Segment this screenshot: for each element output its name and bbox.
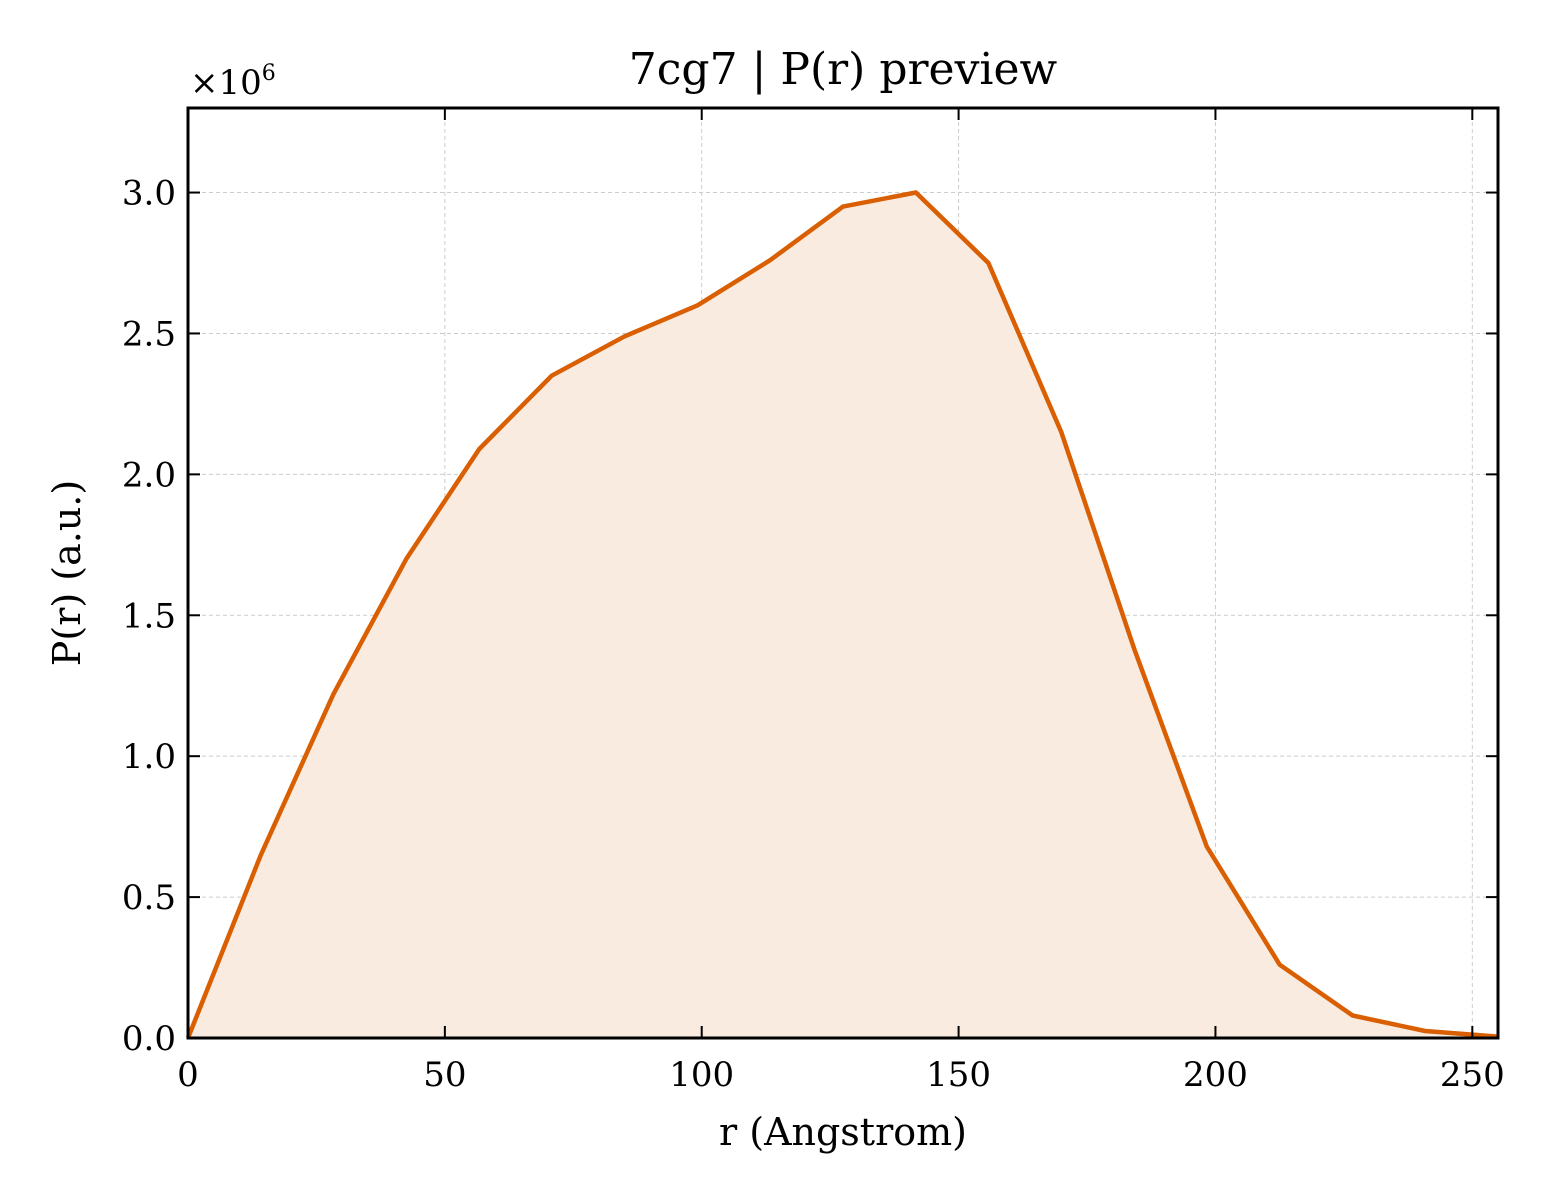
x-tick-label: 100 bbox=[669, 1055, 734, 1095]
series-line-layer bbox=[185, 190, 1499, 1039]
y-tick-label: 2.0 bbox=[122, 455, 176, 495]
tick-marks bbox=[187, 108, 1498, 1039]
y-tick-label: 3.0 bbox=[122, 174, 176, 214]
y-tick-label: 1.0 bbox=[122, 737, 176, 777]
y-multiplier-base: ×10 bbox=[190, 63, 262, 103]
y-tick-label: 2.5 bbox=[122, 314, 176, 354]
y-axis-label: P(r) (a.u.) bbox=[45, 480, 89, 666]
series-area-fill bbox=[188, 192, 1498, 1038]
series-line bbox=[185, 190, 1499, 1039]
x-tick-labels: 0 50 100 150 200 250 bbox=[177, 1055, 1505, 1095]
y-tick-labels: 0.0 0.5 1.0 1.5 2.0 2.5 3.0 bbox=[122, 174, 176, 1059]
x-tick-label: 200 bbox=[1183, 1055, 1248, 1095]
chart-title: 7cg7 | P(r) preview bbox=[629, 44, 1058, 95]
x-tick-label: 150 bbox=[926, 1055, 991, 1095]
x-tick-label: 50 bbox=[423, 1055, 466, 1095]
y-tick-label: 1.5 bbox=[122, 596, 176, 636]
y-tick-label: 0.0 bbox=[122, 1019, 176, 1059]
x-tick-label: 250 bbox=[1440, 1055, 1505, 1095]
y-tick-label: 0.5 bbox=[122, 878, 176, 918]
x-axis-label: r (Angstrom) bbox=[719, 1110, 967, 1154]
plot-frame bbox=[186, 106, 1500, 1040]
x-tick-label: 0 bbox=[177, 1055, 199, 1095]
series-area-layer bbox=[188, 192, 1498, 1038]
y-axis-multiplier: ×106 bbox=[190, 61, 276, 103]
y-multiplier-exponent: 6 bbox=[262, 61, 276, 86]
